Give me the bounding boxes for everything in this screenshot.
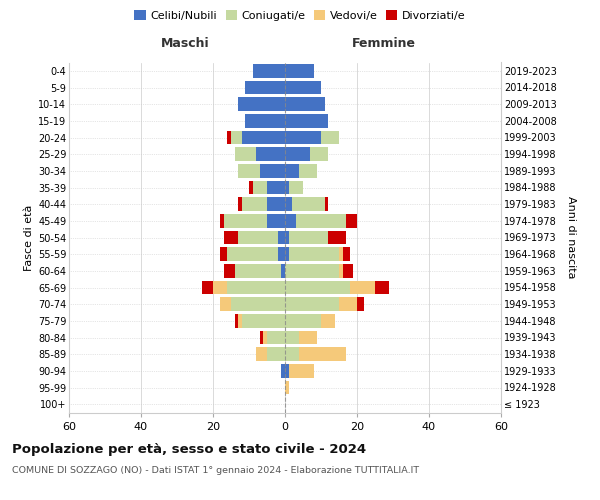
Bar [202, 280, 213, 294]
Bar [235, 314, 238, 328]
Bar [260, 164, 285, 177]
Bar [339, 264, 343, 278]
Y-axis label: Fasce di età: Fasce di età [23, 204, 34, 270]
Bar [321, 130, 339, 144]
Bar [343, 248, 350, 261]
Bar [375, 280, 389, 294]
Bar [278, 230, 285, 244]
Bar [321, 314, 335, 328]
Bar [325, 198, 328, 211]
Text: COMUNE DI SOZZAGO (NO) - Dati ISTAT 1° gennaio 2024 - Elaborazione TUTTITALIA.IT: COMUNE DI SOZZAGO (NO) - Dati ISTAT 1° g… [12, 466, 419, 475]
Bar [285, 80, 321, 94]
Bar [339, 298, 357, 311]
Bar [289, 180, 303, 194]
Bar [285, 248, 289, 261]
Bar [278, 248, 285, 261]
Bar [242, 130, 285, 144]
Bar [343, 264, 353, 278]
Bar [281, 264, 285, 278]
Bar [299, 330, 317, 344]
Bar [281, 364, 285, 378]
Bar [357, 298, 364, 311]
Bar [285, 130, 321, 144]
Bar [339, 248, 343, 261]
Bar [299, 348, 346, 361]
Bar [242, 314, 285, 328]
Bar [292, 198, 325, 211]
Bar [285, 198, 292, 211]
Bar [310, 148, 328, 161]
Bar [267, 198, 285, 211]
Bar [285, 264, 339, 278]
Bar [285, 148, 310, 161]
Bar [285, 64, 314, 78]
Bar [263, 330, 267, 344]
Bar [245, 80, 285, 94]
Bar [238, 314, 242, 328]
Bar [238, 230, 278, 244]
Bar [289, 248, 339, 261]
Bar [256, 148, 285, 161]
Bar [256, 348, 267, 361]
Bar [285, 314, 321, 328]
Bar [296, 214, 346, 228]
Bar [224, 230, 238, 244]
Bar [267, 348, 285, 361]
Bar [267, 330, 285, 344]
Bar [289, 230, 328, 244]
Bar [227, 280, 285, 294]
Bar [285, 380, 289, 394]
Bar [285, 214, 296, 228]
Bar [253, 64, 285, 78]
Legend: Celibi/Nubili, Coniugati/e, Vedovi/e, Divorziati/e: Celibi/Nubili, Coniugati/e, Vedovi/e, Di… [132, 8, 468, 23]
Bar [267, 180, 285, 194]
Bar [220, 248, 227, 261]
Bar [220, 214, 224, 228]
Text: Popolazione per età, sesso e stato civile - 2024: Popolazione per età, sesso e stato civil… [12, 442, 366, 456]
Bar [238, 198, 242, 211]
Bar [213, 280, 227, 294]
Bar [346, 214, 357, 228]
Bar [242, 198, 267, 211]
Bar [249, 180, 253, 194]
Bar [285, 364, 289, 378]
Bar [285, 280, 350, 294]
Text: Maschi: Maschi [161, 37, 210, 50]
Bar [328, 230, 346, 244]
Bar [289, 364, 314, 378]
Bar [235, 148, 256, 161]
Bar [285, 230, 289, 244]
Bar [285, 330, 299, 344]
Bar [245, 114, 285, 128]
Y-axis label: Anni di nascita: Anni di nascita [566, 196, 576, 278]
Bar [299, 164, 317, 177]
Bar [285, 98, 325, 111]
Bar [238, 164, 260, 177]
Bar [224, 214, 267, 228]
Bar [235, 264, 281, 278]
Bar [220, 298, 231, 311]
Bar [285, 298, 339, 311]
Bar [227, 248, 278, 261]
Bar [267, 214, 285, 228]
Bar [231, 298, 285, 311]
Bar [285, 114, 328, 128]
Bar [285, 180, 289, 194]
Bar [285, 164, 299, 177]
Bar [224, 264, 235, 278]
Bar [285, 348, 299, 361]
Bar [227, 130, 231, 144]
Text: Femmine: Femmine [352, 37, 416, 50]
Bar [260, 330, 263, 344]
Bar [231, 130, 242, 144]
Bar [253, 180, 267, 194]
Bar [238, 98, 285, 111]
Bar [350, 280, 375, 294]
